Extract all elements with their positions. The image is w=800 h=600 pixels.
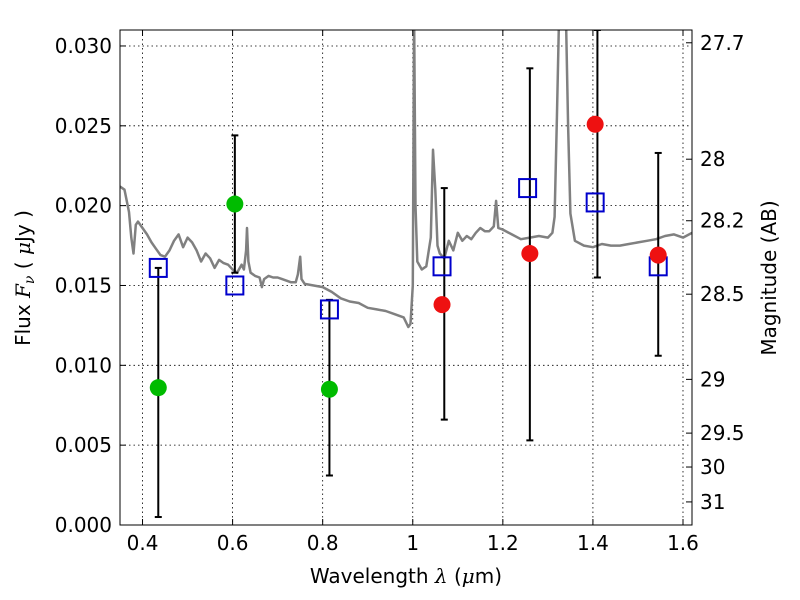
circle-marker [149, 379, 167, 397]
circle-marker [226, 195, 244, 213]
y2-tick-label: 28.5 [700, 282, 745, 306]
x-tick-label: 0.6 [217, 531, 249, 555]
circle-marker [320, 380, 338, 398]
square-marker [148, 257, 168, 278]
y2-tick-label: 28 [700, 147, 725, 171]
y-tick-label: 0.025 [55, 114, 112, 138]
y2-tick-label: 27.7 [700, 31, 745, 55]
x-tick-label: 0.8 [307, 531, 339, 555]
x-axis-unit-rest: m) [475, 564, 502, 588]
ticks: 0.4 0.6 0.8 1 1.2 1.4 1.6 0.000 0.005 0.010 0.015 0… [55, 30, 745, 555]
y-tick-label: 0.030 [55, 34, 112, 58]
x-axis-unit-mu: μ [462, 564, 475, 588]
y2-tick-label: 29 [700, 367, 725, 391]
x-tick-label: 1.6 [667, 531, 699, 555]
y2-axis-label: Magnitude (AB) [757, 200, 781, 355]
y2-tick-label: 31 [700, 490, 725, 514]
y2-tick-label: 29.5 [700, 421, 745, 445]
plot-area [120, 30, 692, 519]
y-tick-label: 0.015 [55, 273, 112, 297]
y-axis-symbol-sub: ν [22, 275, 38, 284]
circle-marker [433, 296, 451, 314]
y-axis-unit-mu: μ [11, 242, 35, 255]
y2-tick-label: 28.2 [700, 209, 745, 233]
circle-marker [649, 246, 667, 264]
square-marker [585, 192, 605, 213]
plot-frame [119, 29, 693, 526]
y-axis-label: Flux Fν ( μJy ) [11, 210, 38, 346]
y-tick-label: 0.000 [55, 513, 112, 537]
y2-tick-label: 30 [700, 455, 725, 479]
y-tick-label: 0.020 [55, 194, 112, 218]
y-tick-label: 0.010 [55, 353, 112, 377]
y-tick-label: 0.005 [55, 433, 112, 457]
x-axis-label-text: Wavelength [310, 564, 429, 588]
x-tick-label: 1.4 [577, 531, 609, 555]
y-axis-unit-rest: Jy ) [11, 210, 35, 244]
x-axis-symbol: λ [434, 564, 448, 588]
x-tick-label: 1.2 [487, 531, 519, 555]
x-tick-label: 1 [406, 531, 419, 555]
circle-marker [521, 245, 539, 263]
y-axis-label-text: Flux [11, 304, 35, 346]
square-marker [225, 275, 245, 296]
x-axis-label: Wavelength λ (μm) [310, 564, 502, 588]
square-marker [518, 178, 538, 199]
y-axis-symbol-f: F [11, 283, 35, 299]
circle-marker [586, 115, 604, 133]
x-tick-label: 0.4 [127, 531, 159, 555]
x-axis-unit-open: ( [454, 564, 462, 588]
y-axis-unit-open: ( [11, 255, 35, 269]
square-marker [432, 256, 452, 277]
square-marker [319, 299, 339, 320]
spectrum-line [120, 30, 692, 329]
